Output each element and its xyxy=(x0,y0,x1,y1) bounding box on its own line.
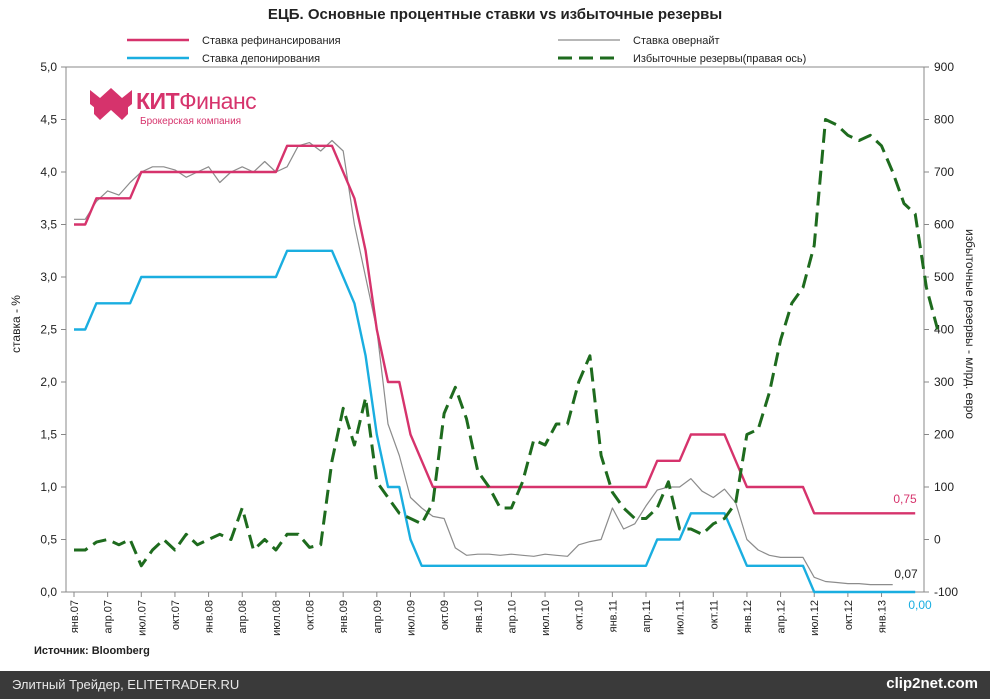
x-tick-label: янв.10 xyxy=(473,600,485,633)
footer-source-link[interactable]: Элитный Трейдер, ELITETRADER.RU xyxy=(12,677,240,692)
x-tick-label: апр.10 xyxy=(506,600,518,633)
x-tick-label: окт.09 xyxy=(439,600,451,630)
plot-border xyxy=(65,66,925,593)
y-axis-left-label: ставка - % xyxy=(9,295,23,353)
y-right-tick-label: 100 xyxy=(934,480,954,494)
y-axis-right-ticks: -100 0 100 200 300 400 500 600 700 800 900 xyxy=(924,60,958,599)
series-line-1 xyxy=(74,249,916,594)
series-line-2 xyxy=(74,139,893,586)
y-right-tick-label: 700 xyxy=(934,165,954,179)
kit-finance-logo-icon xyxy=(90,88,132,120)
series-line-0 xyxy=(74,144,916,515)
x-tick-label: окт.12 xyxy=(843,600,855,630)
legend-label-1: Ставка депонирования xyxy=(202,53,320,65)
end-labels: 0,75 0,07 0,00 xyxy=(893,492,932,612)
x-tick-label: июл.10 xyxy=(540,600,552,636)
y-right-tick-label: 500 xyxy=(934,270,954,284)
x-tick-label: янв.13 xyxy=(877,600,889,633)
y-left-tick-label: 1,5 xyxy=(40,428,57,442)
logo-brand: КИТФинанс xyxy=(136,88,257,114)
legend: Ставка рефинансирования Ставка депонирова… xyxy=(127,35,806,65)
x-tick-label: июл.11 xyxy=(675,600,687,635)
chart-title: ЕЦБ. Основные процентные ставки vs избыт… xyxy=(268,6,722,23)
company-logo: КИТФинанс Брокерская компания xyxy=(88,84,268,132)
x-tick-label: апр.08 xyxy=(237,600,249,633)
y-right-tick-label: 0 xyxy=(934,533,941,547)
x-tick-label: апр.11 xyxy=(641,600,653,633)
footer-watermark[interactable]: clip2net.com xyxy=(886,675,978,692)
x-tick-label: окт.07 xyxy=(170,600,182,630)
x-tick-label: янв.08 xyxy=(204,600,216,633)
series-line-3 xyxy=(74,118,940,568)
y-left-tick-label: 4,0 xyxy=(40,165,57,179)
y-right-tick-label: 400 xyxy=(934,323,954,337)
x-tick-label: июл.09 xyxy=(405,600,417,636)
plot-area xyxy=(65,66,925,593)
y-left-tick-label: 3,5 xyxy=(40,218,57,232)
x-tick-label: апр.07 xyxy=(103,600,115,633)
x-tick-label: апр.12 xyxy=(776,600,788,633)
x-tick-label: янв.11 xyxy=(607,600,619,632)
legend-label-3: Избыточные резервы(правая ось) xyxy=(633,53,806,65)
chart: ЕЦБ. Основные процентные ставки vs избыт… xyxy=(9,6,977,657)
y-right-tick-label: 600 xyxy=(934,218,954,232)
x-tick-label: июл.12 xyxy=(809,600,821,636)
y-left-tick-label: 2,5 xyxy=(40,323,57,337)
y-left-tick-label: 1,0 xyxy=(40,480,57,494)
y-right-tick-label: 900 xyxy=(934,60,954,74)
x-tick-label: июл.08 xyxy=(271,600,283,636)
y-right-tick-label: 200 xyxy=(934,428,954,442)
footer-bar: Элитный Трейдер, ELITETRADER.RU clip2net… xyxy=(0,671,990,699)
series-end-label-0: 0,75 xyxy=(893,492,917,506)
x-tick-label: окт.10 xyxy=(574,600,586,630)
legend-label-2: Ставка овернайт xyxy=(633,35,720,47)
x-tick-label: окт.08 xyxy=(305,600,317,630)
y-left-tick-label: 0,5 xyxy=(40,533,57,547)
y-left-tick-label: 5,0 xyxy=(40,60,57,74)
y-left-tick-label: 2,0 xyxy=(40,375,57,389)
x-tick-label: янв.09 xyxy=(338,600,350,633)
y-left-tick-label: 4,5 xyxy=(40,113,57,127)
logo-subtitle: Брокерская компания xyxy=(140,116,242,127)
x-tick-label: апр.09 xyxy=(372,600,384,633)
x-axis-ticks: янв.07 апр.07 июл.07 окт.07 янв.08 апр.08 июл.… xyxy=(69,592,889,636)
y-axis-right-label: избыточные резервы - млрд. евро xyxy=(963,229,977,419)
series-end-label-1: 0,00 xyxy=(908,598,932,612)
legend-label-0: Ставка рефинансирования xyxy=(202,35,341,47)
series-layer xyxy=(74,118,940,594)
y-right-tick-label: 300 xyxy=(934,375,954,389)
source-note: Источник: Bloomberg xyxy=(34,645,150,657)
x-tick-label: окт.11 xyxy=(708,600,720,629)
y-right-tick-label: 800 xyxy=(934,113,954,127)
y-axis-left-ticks: 0,0 0,5 1,0 1,5 2,0 2,5 3,0 3,5 4,0 4,5 5,0 xyxy=(40,60,66,599)
y-right-tick-label: -100 xyxy=(934,585,958,599)
series-end-label-2: 0,07 xyxy=(894,567,918,581)
y-left-tick-label: 0,0 xyxy=(40,585,57,599)
x-tick-label: янв.07 xyxy=(69,600,81,633)
y-left-tick-label: 3,0 xyxy=(40,270,57,284)
x-tick-label: июл.07 xyxy=(136,600,148,636)
x-tick-label: янв.12 xyxy=(742,600,754,633)
